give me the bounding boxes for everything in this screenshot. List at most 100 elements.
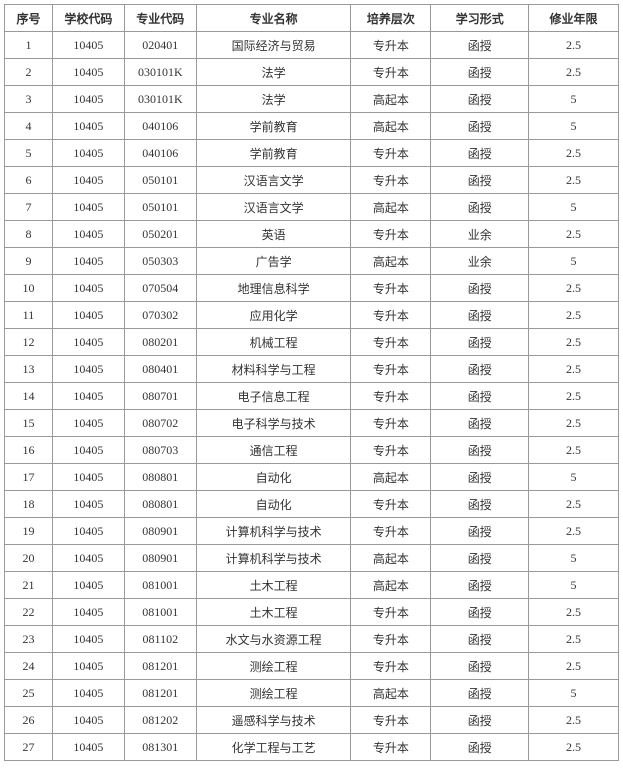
- table-row: 1510405080702电子科学与技术专升本函授2.5: [5, 410, 619, 437]
- cell: 计算机科学与技术: [196, 545, 351, 572]
- cell: 业余: [431, 248, 529, 275]
- cell: 5: [529, 86, 619, 113]
- cell: 广告学: [196, 248, 351, 275]
- table-row: 710405050101汉语言文学高起本函授5: [5, 194, 619, 221]
- cell: 函授: [431, 410, 529, 437]
- cell: 2.5: [529, 383, 619, 410]
- cell: 2.5: [529, 221, 619, 248]
- cell: 10405: [52, 329, 124, 356]
- cell: 18: [5, 491, 53, 518]
- cell: 函授: [431, 356, 529, 383]
- cell: 080401: [124, 356, 196, 383]
- cell: 专升本: [351, 302, 431, 329]
- cell: 函授: [431, 707, 529, 734]
- cell: 专升本: [351, 518, 431, 545]
- cell: 专升本: [351, 32, 431, 59]
- cell: 2.5: [529, 275, 619, 302]
- cell: 27: [5, 734, 53, 761]
- table-row: 1210405080201机械工程专升本函授2.5: [5, 329, 619, 356]
- cell: 9: [5, 248, 53, 275]
- cell: 高起本: [351, 464, 431, 491]
- cell: 5: [529, 680, 619, 707]
- cell: 2.5: [529, 410, 619, 437]
- cell: 专升本: [351, 599, 431, 626]
- cell: 080801: [124, 464, 196, 491]
- cell: 专升本: [351, 437, 431, 464]
- cell: 1: [5, 32, 53, 59]
- cell: 函授: [431, 59, 529, 86]
- cell: 10405: [52, 437, 124, 464]
- table-row: 1910405080901计算机科学与技术专升本函授2.5: [5, 518, 619, 545]
- cell: 机械工程: [196, 329, 351, 356]
- table-row: 2110405081001土木工程高起本函授5: [5, 572, 619, 599]
- cell: 专升本: [351, 383, 431, 410]
- cell: 10405: [52, 680, 124, 707]
- cell: 函授: [431, 275, 529, 302]
- cell: 通信工程: [196, 437, 351, 464]
- cell: 10405: [52, 599, 124, 626]
- cell: 10405: [52, 653, 124, 680]
- cell: 10405: [52, 86, 124, 113]
- cell: 070302: [124, 302, 196, 329]
- header-major-code: 专业代码: [124, 5, 196, 32]
- cell: 函授: [431, 302, 529, 329]
- cell: 050201: [124, 221, 196, 248]
- table-row: 2410405081201测绘工程专升本函授2.5: [5, 653, 619, 680]
- header-row: 序号 学校代码 专业代码 专业名称 培养层次 学习形式 修业年限: [5, 5, 619, 32]
- cell: 函授: [431, 518, 529, 545]
- cell: 水文与水资源工程: [196, 626, 351, 653]
- cell: 5: [5, 140, 53, 167]
- cell: 2.5: [529, 32, 619, 59]
- table-row: 2010405080901计算机科学与技术高起本函授5: [5, 545, 619, 572]
- cell: 国际经济与贸易: [196, 32, 351, 59]
- table-row: 1710405080801自动化高起本函授5: [5, 464, 619, 491]
- cell: 19: [5, 518, 53, 545]
- cell: 应用化学: [196, 302, 351, 329]
- table-row: 610405050101汉语言文学专升本函授2.5: [5, 167, 619, 194]
- cell: 5: [529, 572, 619, 599]
- cell: 3: [5, 86, 53, 113]
- cell: 10405: [52, 626, 124, 653]
- cell: 函授: [431, 572, 529, 599]
- cell: 英语: [196, 221, 351, 248]
- cell: 10405: [52, 59, 124, 86]
- cell: 030101K: [124, 59, 196, 86]
- cell: 10405: [52, 167, 124, 194]
- cell: 高起本: [351, 545, 431, 572]
- cell: 23: [5, 626, 53, 653]
- cell: 2.5: [529, 707, 619, 734]
- cell: 10405: [52, 356, 124, 383]
- cell: 专升本: [351, 491, 431, 518]
- cell: 050101: [124, 167, 196, 194]
- cell: 函授: [431, 437, 529, 464]
- cell: 专升本: [351, 626, 431, 653]
- cell: 高起本: [351, 680, 431, 707]
- cell: 函授: [431, 680, 529, 707]
- table-row: 810405050201英语专升本业余2.5: [5, 221, 619, 248]
- cell: 081201: [124, 653, 196, 680]
- cell: 2.5: [529, 356, 619, 383]
- cell: 法学: [196, 59, 351, 86]
- cell: 函授: [431, 140, 529, 167]
- table-row: 310405030101K法学高起本函授5: [5, 86, 619, 113]
- cell: 专升本: [351, 221, 431, 248]
- cell: 专升本: [351, 734, 431, 761]
- table-row: 2710405081301化学工程与工艺专升本函授2.5: [5, 734, 619, 761]
- cell: 函授: [431, 113, 529, 140]
- table-body: 110405020401国际经济与贸易专升本函授2.5210405030101K…: [5, 32, 619, 761]
- table-row: 410405040106学前教育高起本函授5: [5, 113, 619, 140]
- table-row: 1610405080703通信工程专升本函授2.5: [5, 437, 619, 464]
- cell: 10405: [52, 572, 124, 599]
- cell: 081202: [124, 707, 196, 734]
- cell: 函授: [431, 653, 529, 680]
- header-major-name: 专业名称: [196, 5, 351, 32]
- cell: 材料科学与工程: [196, 356, 351, 383]
- cell: 040106: [124, 140, 196, 167]
- cell: 函授: [431, 194, 529, 221]
- cell: 081301: [124, 734, 196, 761]
- cell: 030101K: [124, 86, 196, 113]
- cell: 学前教育: [196, 140, 351, 167]
- cell: 电子科学与技术: [196, 410, 351, 437]
- cell: 2.5: [529, 437, 619, 464]
- table-row: 210405030101K法学专升本函授2.5: [5, 59, 619, 86]
